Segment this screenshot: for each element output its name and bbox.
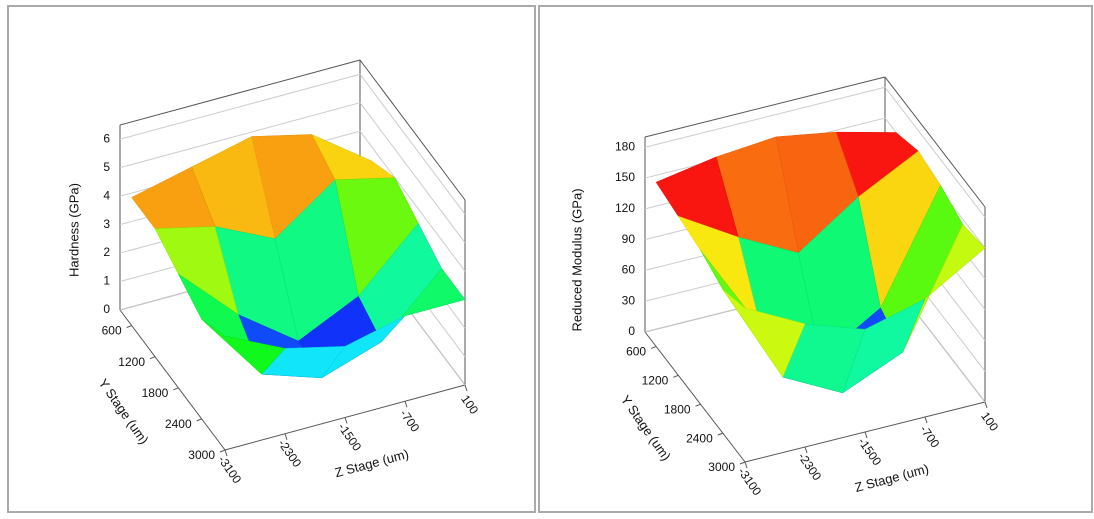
grid-line [359, 73, 466, 215]
box-edge [644, 76, 886, 138]
y-tick-label: 600 [626, 345, 646, 359]
y-tick-label: 600 [102, 324, 122, 338]
grid-line [359, 130, 466, 272]
tick-mark [924, 416, 928, 424]
tick-mark [344, 417, 348, 424]
tick-mark [219, 449, 226, 453]
grid-line [119, 102, 361, 169]
box-edge [119, 309, 226, 451]
tick-mark [717, 432, 723, 436]
tick-mark [126, 325, 132, 329]
box-edge [359, 59, 466, 201]
z-tick-label: 60 [622, 263, 636, 277]
tick-mark [149, 356, 156, 360]
box-edge [644, 331, 746, 463]
tick-mark [464, 384, 468, 392]
box-edge [884, 76, 986, 208]
z-tick-label: 90 [622, 232, 636, 246]
z-tick-label: 2 [103, 245, 110, 259]
z-tick-label: 180 [615, 139, 635, 153]
box-edge [119, 59, 361, 126]
z-tick-label: 6 [103, 131, 110, 145]
tick-mark [650, 345, 657, 349]
z-tick-label: 0 [628, 324, 635, 338]
z-tick-label: 120 [615, 201, 635, 215]
tick-mark [739, 461, 746, 465]
tick-mark [673, 374, 679, 378]
tick-mark [744, 461, 748, 469]
y-tick-label: 2400 [686, 431, 713, 445]
z-tick-label: 5 [103, 160, 110, 174]
y-tick-label: 1200 [642, 374, 669, 388]
surface-patch [201, 319, 286, 375]
tick-mark [284, 433, 288, 440]
tick-mark [224, 449, 228, 457]
tick-mark [404, 401, 408, 408]
z-tick-label: 3 [103, 217, 110, 231]
z-tick-label: 30 [622, 293, 636, 307]
z-tick-label: 0 [103, 302, 110, 316]
y-tick-label: 2400 [165, 417, 192, 431]
y-tick-label: 1800 [142, 386, 169, 400]
tick-mark [196, 418, 202, 422]
tick-mark [804, 446, 808, 454]
grid-line [884, 86, 986, 218]
z-tick-label: 150 [615, 170, 635, 184]
y-tick-label: 1800 [664, 402, 691, 416]
tick-mark [173, 387, 179, 391]
z-axis-label: Reduced Modulus (GPa) [569, 188, 584, 331]
grid-line [644, 86, 886, 148]
tick-mark [984, 401, 988, 409]
z-axis-label: Hardness (GPa) [66, 183, 81, 277]
tick-mark [695, 403, 701, 407]
y-tick-label: 1200 [118, 355, 145, 369]
z-tick-label: 4 [103, 188, 110, 202]
surface-patch [722, 289, 806, 378]
y-tick-label: 3000 [188, 448, 215, 462]
grid-line [359, 102, 466, 243]
tick-mark [864, 431, 868, 439]
grid-line [119, 73, 361, 140]
z-tick-label: 1 [103, 274, 110, 288]
y-tick-label: 3000 [708, 460, 735, 474]
